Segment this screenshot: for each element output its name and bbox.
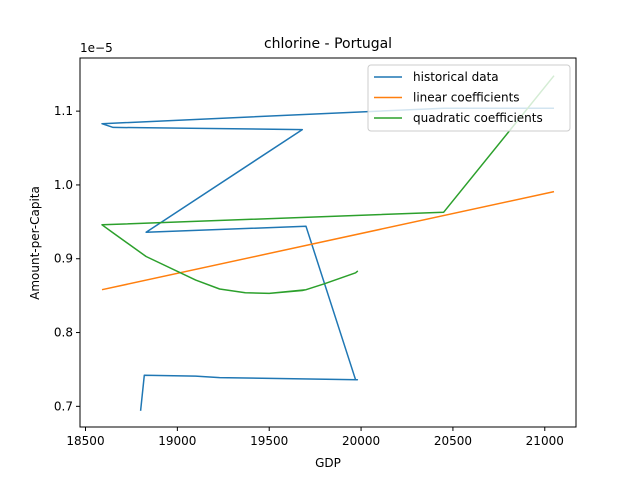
y-axis-title: Amount-per-Capita [28,186,42,300]
x-tick-label: 21000 [526,434,564,448]
x-axis-title: GDP [315,456,341,470]
y-tick-label: 1.1 [54,104,73,118]
x-axis-ticks: 18500 19000 19500 20000 20500 21000 [66,427,564,448]
x-tick-label: 20500 [434,434,472,448]
series-line-quadratic-coefficients [101,75,555,295]
x-tick-label: 19000 [158,434,196,448]
series-line-historical-data [101,107,554,411]
y-tick-label: 0.9 [54,252,73,266]
plot-frame [79,57,577,428]
legend-label-quadratic-coefficients: quadratic coefficients [413,111,543,125]
y-axis-ticks: 0.7 0.8 0.9 1.0 1.1 [54,104,80,413]
legend: historical data linear coefficients quadra… [367,64,571,132]
series-line-linear-coefficients [101,190,555,291]
legend-label-historical-data: historical data [413,70,499,84]
x-tick-label: 18500 [66,434,104,448]
y-offset-label: 1e−5 [80,41,113,55]
y-tick-label: 0.7 [54,399,73,413]
legend-box [367,64,571,132]
y-tick-label: 1.0 [54,178,73,192]
y-tick-label: 0.8 [54,326,73,340]
x-tick-label: 20000 [342,434,380,448]
x-tick-label: 19500 [250,434,288,448]
legend-label-linear-coefficients: linear coefficients [413,91,520,105]
chart-title: chlorine - Portugal [264,36,392,52]
series-layer [101,75,555,411]
